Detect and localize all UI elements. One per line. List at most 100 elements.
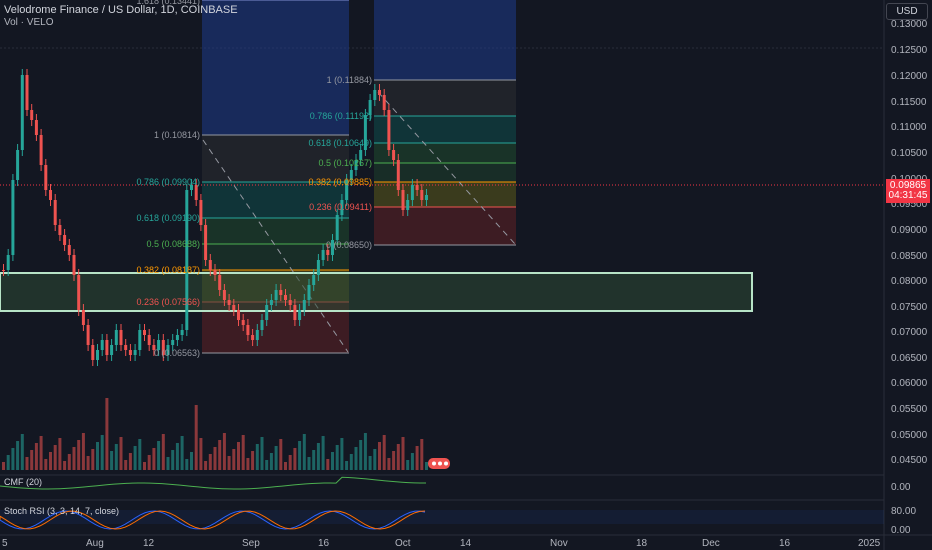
candle-body: [39, 135, 43, 165]
volume-bar: [392, 451, 396, 470]
price-tick: 0.10500: [891, 148, 928, 159]
candle-body: [260, 320, 264, 330]
candle-body: [312, 275, 316, 285]
candle-body: [171, 340, 175, 345]
volume-bar: [53, 445, 57, 470]
volume-bar: [175, 443, 179, 470]
volume-bar: [213, 447, 217, 470]
price-tick: 0.06000: [891, 378, 928, 389]
volume-bars: [2, 398, 428, 470]
candle-body: [425, 195, 428, 200]
volume-bar: [63, 461, 67, 470]
volume-bar: [359, 440, 363, 470]
stoch-d-line: [0, 510, 426, 530]
countdown-timer: 04:31:45: [888, 190, 928, 201]
candle-body: [58, 225, 62, 235]
chart-title[interactable]: Velodrome Finance / US Dollar, 1D, COINB…: [4, 4, 238, 16]
candle-body: [34, 120, 38, 135]
candle-body: [345, 180, 349, 200]
volume-bar: [265, 460, 269, 470]
candle-body: [415, 185, 419, 190]
candle-body: [20, 75, 24, 150]
volume-bar: [39, 436, 43, 470]
volume-bar: [72, 447, 76, 470]
volume-bar: [274, 446, 278, 470]
volume-bar: [331, 452, 334, 470]
volume-bar: [425, 462, 428, 470]
fib-left-level-label: 0.236 (0.07566): [136, 297, 200, 307]
volume-bar: [16, 441, 20, 470]
volume-bar: [232, 449, 236, 470]
price-axis[interactable]: 0.13000 0.12500 0.12000 0.11500 0.11000 0.105…: [891, 19, 928, 536]
candle-body: [77, 275, 81, 310]
last-price-badge[interactable]: 0.09865 04:31:45: [886, 179, 930, 203]
stoch-tick-low: 0.00: [891, 525, 911, 536]
time-tick: 18: [636, 538, 648, 549]
candle-body: [227, 300, 231, 305]
candle-body: [368, 100, 372, 115]
candle-body: [175, 335, 179, 340]
volume-bar: [67, 454, 71, 470]
fib-right-level-label: 0.5 (0.10267): [318, 158, 372, 168]
candle-body: [246, 325, 250, 335]
candle-body: [128, 350, 132, 355]
candle-body: [396, 160, 400, 190]
candle-body: [340, 200, 344, 215]
candle-body: [406, 200, 410, 210]
candle-body: [185, 190, 189, 330]
support-zone[interactable]: [0, 272, 753, 312]
candle-body: [91, 345, 95, 360]
cmf-label[interactable]: CMF (20): [4, 477, 42, 487]
candle-body: [213, 270, 217, 275]
price-tick: 0.12500: [891, 45, 928, 56]
candle-body: [241, 320, 245, 325]
candle-body: [354, 160, 358, 170]
volume-badge[interactable]: [428, 458, 450, 469]
price-tick: 0.06500: [891, 353, 928, 364]
candle-body: [138, 330, 142, 350]
time-axis[interactable]: 5 Aug 12 Sep 16 Oct 14 Nov 18 Dec 16 2025: [2, 538, 881, 549]
candle-body: [67, 245, 71, 255]
candle-body: [387, 110, 391, 150]
volume-bar: [269, 453, 273, 470]
volume-legend[interactable]: Vol · VELO: [4, 17, 54, 28]
time-tick: Oct: [395, 538, 411, 549]
candle-body: [30, 110, 34, 120]
candle-body: [274, 290, 278, 300]
candle-body: [316, 260, 320, 275]
candle-body: [180, 330, 184, 335]
stoch-tick-high: 80.00: [891, 506, 916, 517]
candle-body: [420, 190, 424, 200]
price-tick: 0.11000: [891, 122, 927, 133]
fib-left-level-label: 0.786 (0.09904): [136, 177, 200, 187]
stoch-rsi-lines: [0, 510, 884, 530]
cmf-path: [0, 476, 427, 490]
price-tick: 0.07000: [891, 327, 928, 338]
candle-body: [124, 345, 128, 350]
candle-body: [2, 270, 5, 271]
candle-body: [378, 90, 381, 95]
volume-bar: [34, 443, 38, 470]
candle-body: [152, 345, 156, 350]
candle-body: [16, 150, 20, 180]
volume-bar: [199, 438, 203, 470]
volume-bar: [138, 439, 142, 470]
volume-bar: [298, 441, 302, 470]
volume-bar: [410, 453, 414, 470]
candle-body: [251, 335, 255, 340]
candle-body: [199, 200, 203, 225]
stoch-rsi-label[interactable]: Stoch RSI (3, 3, 14, 7, close): [4, 506, 120, 516]
volume-bar: [302, 434, 306, 470]
candle-body: [147, 335, 151, 345]
price-tick: 0.09500: [891, 199, 928, 210]
volume-bar: [260, 437, 264, 470]
price-tick: 0.13000: [891, 19, 928, 30]
volume-bar: [307, 457, 311, 470]
candle-body: [157, 340, 161, 350]
volume-bar: [2, 462, 5, 470]
currency-button[interactable]: USD: [886, 3, 928, 20]
volume-bar: [218, 440, 222, 470]
volume-bar: [382, 435, 386, 470]
